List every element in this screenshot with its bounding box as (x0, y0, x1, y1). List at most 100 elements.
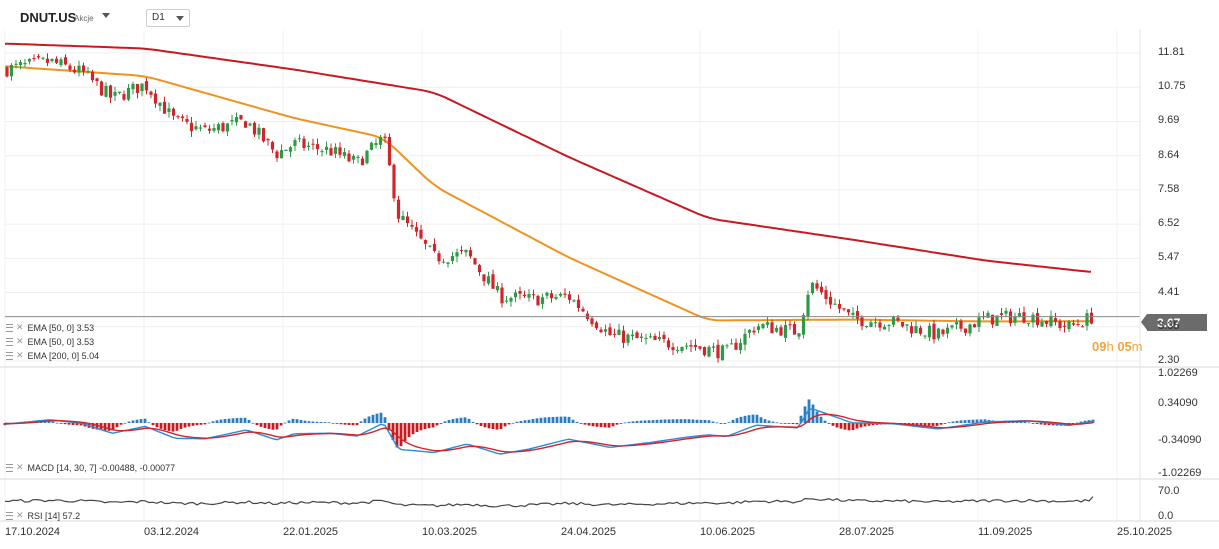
macd-hist-up (551, 416, 555, 423)
candle-up (657, 336, 662, 340)
macd-hist-down (843, 423, 847, 430)
candle-down (387, 136, 392, 166)
candle-down (689, 345, 693, 347)
macd-hist-down (119, 423, 123, 425)
macd-hist-down (75, 423, 79, 426)
close-icon[interactable]: ✕ (16, 322, 24, 332)
macd-hist-up (251, 422, 255, 424)
macd-hist-up (543, 417, 547, 423)
close-icon[interactable]: ✕ (16, 462, 24, 472)
legend-macd[interactable]: ✕ MACD [14, 30, 7] -0.00488, -0.00077 (6, 462, 175, 473)
macd-hist-down (107, 423, 111, 431)
macd-hist-up (635, 420, 639, 423)
candle-up (711, 346, 716, 348)
macd-hist-down (91, 423, 95, 429)
menu-icon[interactable] (6, 511, 13, 520)
close-icon[interactable]: ✕ (16, 510, 24, 520)
macd-hist-up (679, 419, 683, 423)
candle-down (1053, 318, 1058, 322)
candle-up (293, 140, 297, 146)
legend-ema50-a[interactable]: ✕ EMA [50, 0] 3.53 (6, 322, 94, 333)
macd-hist-up (647, 420, 651, 423)
macd-hist-down (67, 423, 71, 425)
macd-hist-down (339, 423, 343, 425)
candle-up (540, 297, 545, 304)
legend-rsi[interactable]: ✕ RSI [14] 57.2 (6, 510, 80, 521)
candle-down (860, 317, 864, 327)
macd-hist-up (807, 399, 811, 423)
candle-up (707, 346, 711, 357)
candle-up (995, 315, 999, 326)
macd-hist-down (483, 423, 487, 428)
date-tick-label: 28.07.2025 (839, 526, 895, 538)
macd-hist-up (47, 420, 51, 423)
candle-up (927, 325, 932, 338)
legend-ema50-b[interactable]: ✕ EMA [50, 0] 3.53 (6, 336, 94, 347)
macd-hist-up (575, 421, 579, 423)
macd-hist-up (759, 417, 763, 423)
candle-down (36, 56, 41, 58)
macd-hist-down (919, 423, 923, 426)
symbol-title[interactable]: DNUT.US (20, 10, 77, 25)
candle-down (302, 138, 306, 149)
macd-hist-down (507, 423, 511, 425)
menu-icon[interactable] (6, 351, 13, 360)
candle-down (581, 308, 585, 312)
chevron-down-icon[interactable] (102, 13, 110, 18)
menu-icon[interactable] (6, 463, 13, 472)
rsi-tick-label: 0.0 (1158, 510, 1174, 522)
price-tick-label: 9.69 (1158, 114, 1180, 127)
candle-down (410, 224, 414, 227)
timeframe-select[interactable]: D1 (146, 9, 190, 27)
macd-hist-up (815, 411, 819, 423)
macd-hist-down (835, 423, 839, 428)
macd-hist-down (1031, 423, 1035, 424)
macd-hist-up (367, 416, 371, 423)
close-icon[interactable]: ✕ (16, 336, 24, 346)
candle-up (1085, 313, 1089, 326)
candle-down (153, 93, 158, 104)
macd-hist-down (191, 423, 195, 426)
candle-up (18, 62, 23, 66)
candle-down (702, 347, 707, 356)
macd-hist-up (715, 422, 719, 424)
macd-hist-up (215, 420, 219, 423)
candle-up (945, 327, 950, 334)
macd-hist-up (535, 418, 539, 423)
ema200-line (4, 42, 1092, 273)
menu-icon[interactable] (6, 337, 13, 346)
macd-hist-up (803, 406, 807, 423)
candle-down (779, 327, 783, 336)
legend-ema200[interactable]: ✕ EMA [200, 0] 5.04 (6, 350, 99, 361)
candle-down (338, 147, 342, 155)
macd-hist-up (455, 418, 459, 423)
candle-down (846, 309, 851, 313)
candle-up (914, 326, 918, 334)
menu-icon[interactable] (6, 323, 13, 332)
candle-up (86, 71, 90, 73)
macd-signal-line (4, 413, 1094, 453)
candle-up (833, 303, 837, 305)
candle-up (1026, 323, 1031, 325)
macd-hist-up (527, 419, 531, 423)
candle-down (396, 199, 401, 219)
candle-up (851, 312, 855, 315)
candle-up (279, 150, 284, 159)
date-tick-label: 10.06.2025 (700, 526, 756, 538)
macd-hist-up (51, 421, 55, 423)
macd-hist-down (723, 423, 727, 424)
macd-hist-up (135, 419, 139, 423)
candle-down (666, 340, 671, 348)
macd-hist-up (1011, 421, 1015, 423)
price-tick-label: 2.30 (1158, 354, 1180, 366)
candle-down (252, 122, 257, 135)
macd-hist-down (927, 423, 931, 426)
candle-down (108, 85, 113, 98)
candle-up (1031, 314, 1035, 323)
macd-hist-up (239, 417, 243, 423)
macd-hist-up (627, 421, 631, 423)
candle-down (1044, 321, 1049, 324)
close-icon[interactable]: ✕ (16, 350, 24, 360)
candle-up (869, 322, 873, 327)
